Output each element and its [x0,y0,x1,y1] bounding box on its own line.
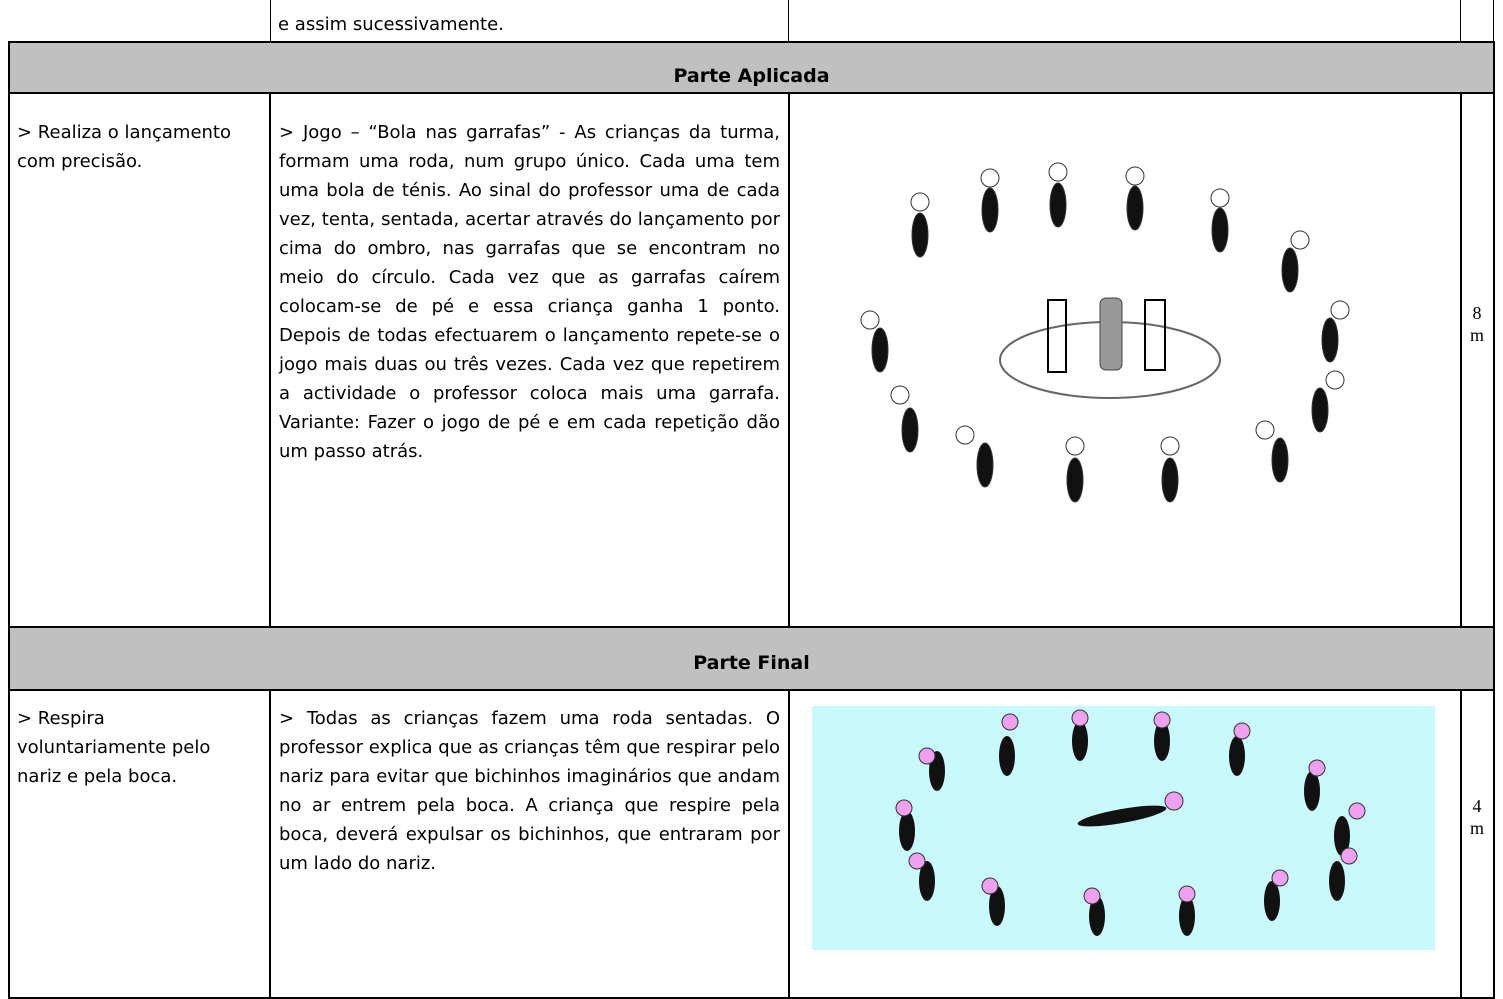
cell-text: e assim sucessivamente. [278,14,504,35]
activity: > Todas as crianças fazem uma roda senta… [279,708,780,874]
activity: > Jogo – “Bola nas garrafas” - As crianç… [279,122,780,462]
cell [1460,92,1495,628]
objective: > Respira voluntariamente pelo nariz e p… [17,708,211,787]
time: 4 m [1469,796,1484,838]
cell [1460,689,1495,999]
cell [1460,0,1494,42]
cell [788,0,1461,42]
illustration [812,706,1435,950]
objective: > Realiza o lançamento com precisão. [17,122,231,172]
section-header: Parte Final [8,626,1495,691]
illustration [860,162,1350,503]
section-header: Parte Aplicada [8,41,1495,94]
section-title: Parte Aplicada [673,65,830,87]
time: 8 m [1469,303,1484,345]
section-title: Parte Final [693,652,810,674]
